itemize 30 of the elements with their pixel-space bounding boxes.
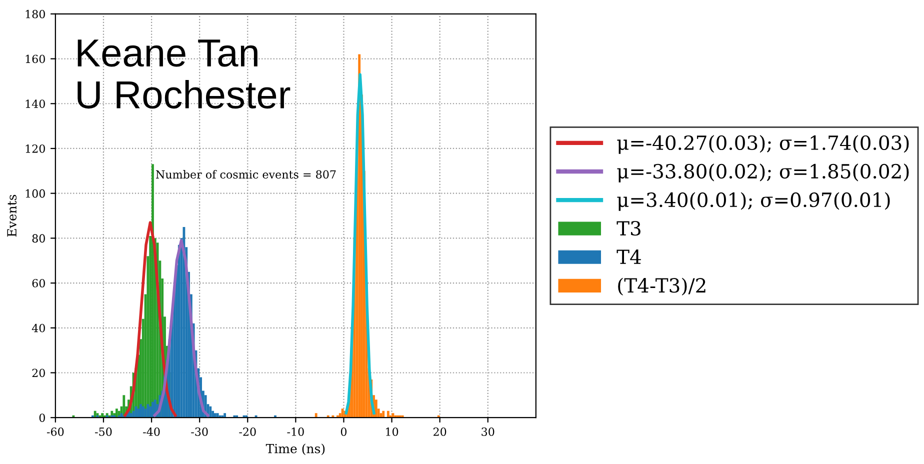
y-tick-label: 100 [26,189,45,198]
x-tick-label: 30 [482,428,494,436]
x-tick-label: 10 [386,428,398,436]
y-tick-label: 20 [32,368,45,378]
x-tick-label: -10 [287,428,304,436]
y-tick-label: 160 [26,54,45,64]
x-tick-label: -30 [191,428,208,436]
y-tick-label: 60 [32,279,45,288]
x-tick-label: -50 [95,428,112,436]
y-tick-label: 120 [26,144,45,153]
x-tick-label: 0 [340,428,347,436]
legend-label: μ=-33.80(0.02); σ=1.85(0.02) [617,164,909,182]
legend-label: μ=-40.27(0.03); σ=1.74(0.03) [617,135,909,154]
y-tick-label: 40 [32,324,45,332]
x-axis-title: Time (ns) [266,444,325,456]
legend-label: (T4-T3)/2 [618,278,706,296]
x-tick-label: -40 [143,428,160,436]
x-tick-label: 20 [434,428,446,436]
y-tick-label: 140 [26,100,45,108]
y-tick-label: 80 [32,234,45,243]
annotation: Keane Tan U Rochester [78,40,290,109]
x-tick-label: -60 [46,428,64,436]
y-axis-title: Events [7,194,17,237]
annotation: Number of cosmic events = 807 [156,170,336,179]
y-tick-label: 0 [39,414,45,422]
legend-label: μ=3.40(0.01); σ=0.97(0.01) [617,192,890,211]
x-tick-label: -20 [239,428,256,436]
y-tick-label: 180 [26,10,45,18]
legend-label: T4 [616,250,641,264]
legend-label: T3 [616,220,640,236]
